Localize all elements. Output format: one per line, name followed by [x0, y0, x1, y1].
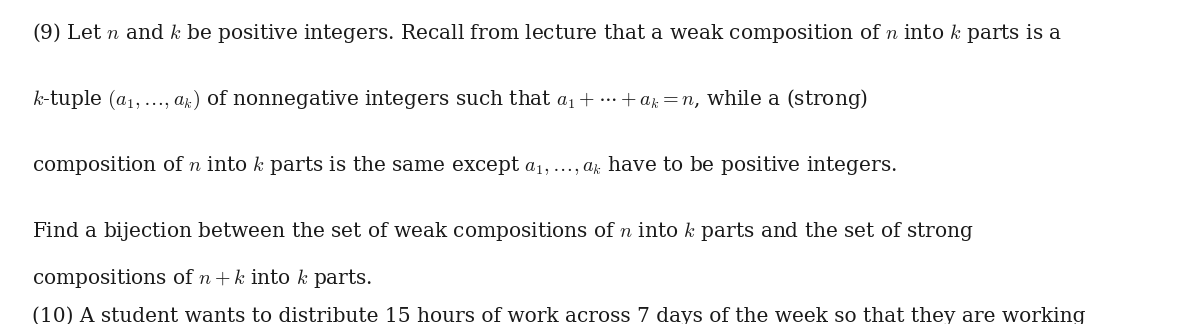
Text: composition of $n$ into $k$ parts is the same except $a_1, \ldots, a_k$ have to : composition of $n$ into $k$ parts is the…	[32, 154, 898, 177]
Text: Find a bijection between the set of weak compositions of $n$ into $k$ parts and : Find a bijection between the set of weak…	[32, 220, 974, 243]
Text: (10) A student wants to distribute 15 hours of work across 7 days of the week so: (10) A student wants to distribute 15 ho…	[32, 306, 1086, 324]
Text: $k$-tuple $(a_1, \ldots, a_k)$ of nonnegative integers such that $a_1 + \cdots +: $k$-tuple $(a_1, \ldots, a_k)$ of nonneg…	[32, 87, 869, 111]
Text: compositions of $n + k$ into $k$ parts.: compositions of $n + k$ into $k$ parts.	[32, 267, 373, 290]
Text: (9) Let $n$ and $k$ be positive integers. Recall from lecture that a weak compos: (9) Let $n$ and $k$ be positive integers…	[32, 21, 1063, 45]
